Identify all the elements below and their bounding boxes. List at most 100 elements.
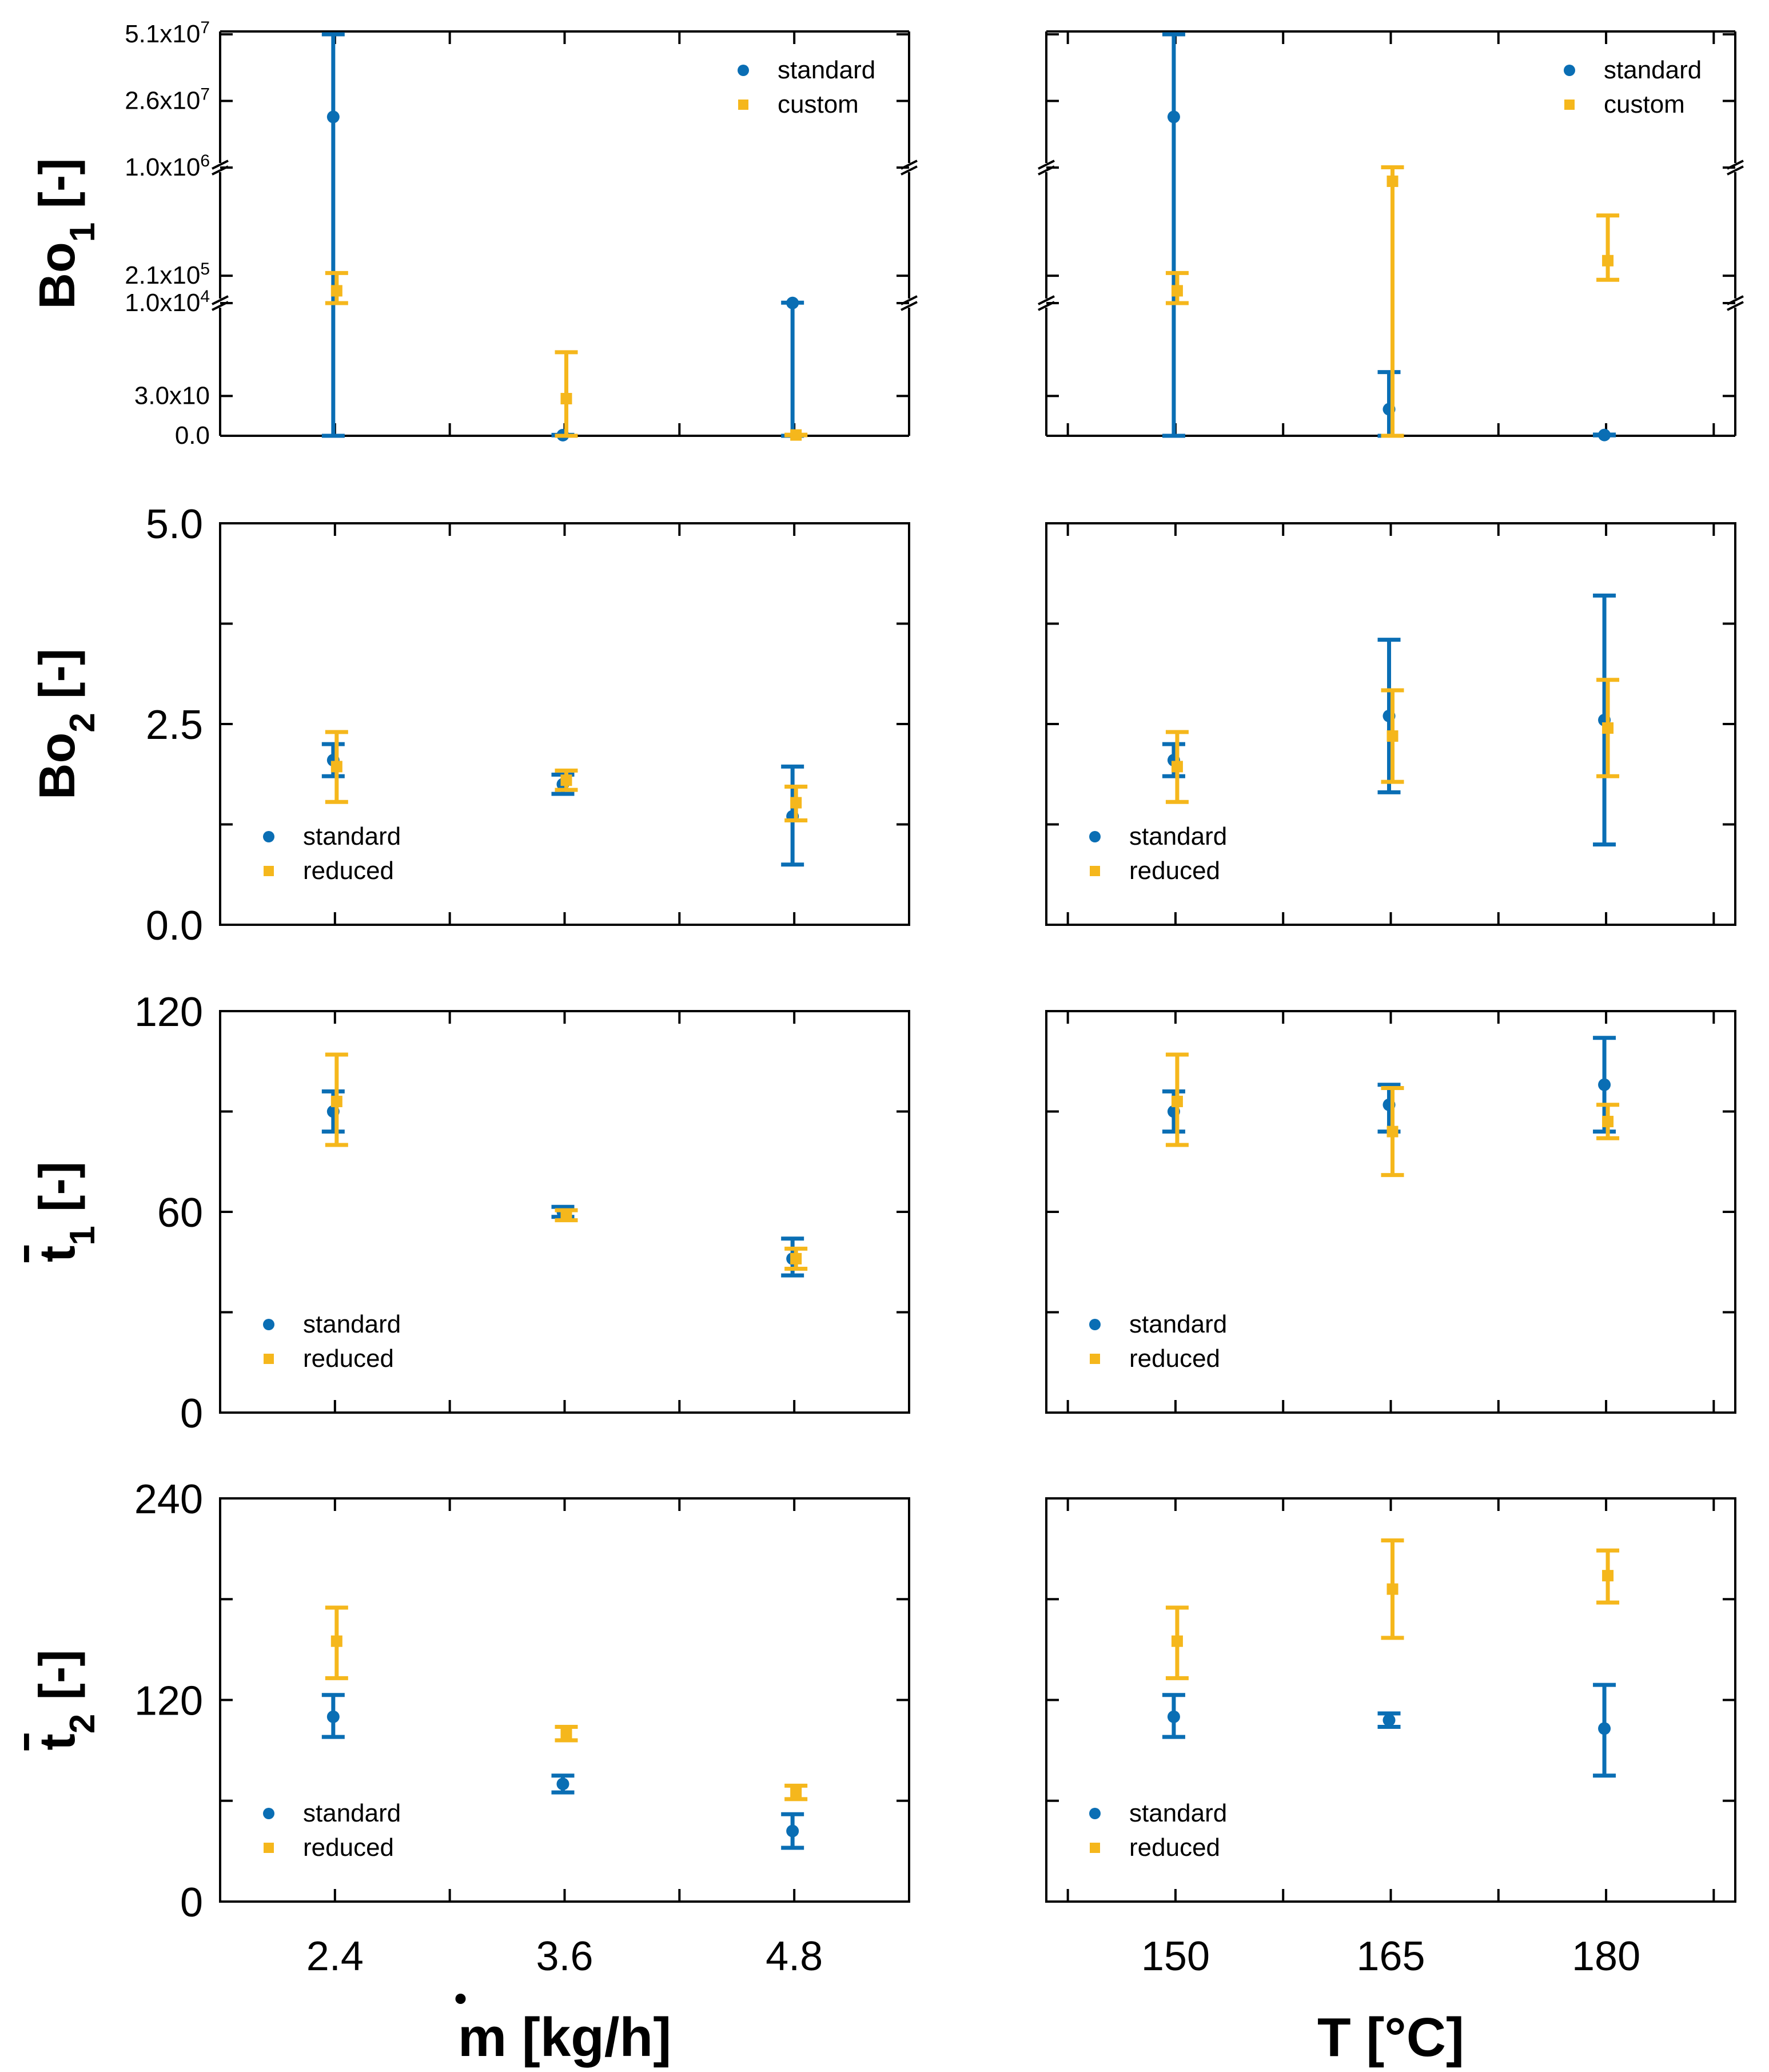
y-tick-label: 0.0 bbox=[146, 903, 203, 949]
legend-label-standard: standard bbox=[1604, 56, 1702, 84]
legend: standard reduced bbox=[263, 1799, 401, 1862]
data-point-reduced bbox=[1387, 730, 1399, 742]
data-point-standard bbox=[786, 297, 799, 309]
series-reduced bbox=[1166, 1055, 1619, 1175]
panel-t1-mdot: 0 60 120 standardreduced t1 [-] bbox=[29, 989, 909, 1437]
legend-marker-reduced bbox=[1090, 1354, 1100, 1364]
x-tick-label: 150 bbox=[1141, 1934, 1210, 1979]
legend-marker-custom bbox=[1564, 100, 1575, 110]
data-point-standard bbox=[1598, 1079, 1611, 1091]
data-point-standard bbox=[327, 110, 340, 123]
legend: standard reduced bbox=[263, 822, 401, 885]
series-reduced bbox=[325, 1608, 807, 1799]
legend: standard reduced bbox=[1089, 822, 1227, 885]
y-tick-label: 240 bbox=[134, 1477, 203, 1522]
series-standard bbox=[322, 34, 804, 442]
x-tick-label: 2.4 bbox=[306, 1934, 364, 1979]
y-tick-label: 5.1x107 bbox=[125, 18, 210, 49]
y-tick-label: 5.0 bbox=[146, 502, 203, 547]
y-tick-label: 120 bbox=[134, 1679, 203, 1724]
y-tick-label: 120 bbox=[134, 989, 203, 1035]
legend-label-standard: standard bbox=[303, 1799, 401, 1827]
data-point-standard bbox=[1168, 110, 1180, 123]
data-point-custom bbox=[1172, 285, 1183, 296]
x-axis-label-dot bbox=[456, 1994, 466, 2004]
legend: standard custom bbox=[1564, 56, 1702, 118]
panel-bo1-temp: standard custom bbox=[1038, 31, 1743, 442]
legend: standard reduced bbox=[1089, 1799, 1227, 1862]
y-tick-label: 0 bbox=[180, 1391, 203, 1437]
series-standard bbox=[1162, 34, 1616, 442]
y-tick-label: 60 bbox=[157, 1190, 203, 1236]
legend-label-reduced: reduced bbox=[303, 857, 394, 885]
y-tick-label: 1.0x104 bbox=[125, 287, 210, 317]
x-tick-label: 3.6 bbox=[536, 1934, 593, 1979]
x-tick-label: 4.8 bbox=[766, 1934, 823, 1979]
legend-marker-custom bbox=[738, 100, 748, 110]
legend-marker-standard bbox=[263, 1808, 274, 1819]
series-custom bbox=[325, 273, 807, 440]
data-point-standard bbox=[1598, 1722, 1611, 1735]
panel-t2-temp: 150 165 180 standard reduced T [°C] bbox=[1046, 1498, 1735, 2068]
legend-label-custom: custom bbox=[778, 90, 859, 118]
data-point-custom bbox=[1602, 255, 1613, 267]
data-point-reduced bbox=[1387, 1584, 1399, 1595]
series-reduced bbox=[1166, 1540, 1619, 1678]
x-axis-label: T [°C] bbox=[1317, 2007, 1464, 2068]
legend-label-standard: standard bbox=[303, 1310, 401, 1338]
data-point-reduced bbox=[790, 1787, 802, 1798]
y-axis-label: t2 [-] bbox=[29, 1649, 102, 1750]
data-point-standard bbox=[327, 1711, 340, 1723]
legend-marker-reduced bbox=[1090, 1843, 1100, 1853]
x-tick-label: 165 bbox=[1356, 1934, 1425, 1979]
data-point-reduced bbox=[1172, 761, 1183, 772]
legend-marker-standard bbox=[1089, 1808, 1101, 1819]
series-custom bbox=[1166, 168, 1619, 436]
legend-marker-standard bbox=[263, 831, 274, 842]
legend-label-standard: standard bbox=[1129, 1310, 1227, 1338]
y-axis-label: Bo2 [-] bbox=[29, 649, 102, 800]
y-tick-label: 2.1x105 bbox=[125, 260, 210, 290]
y-tick-label: 0 bbox=[180, 1880, 203, 1926]
data-point-reduced bbox=[331, 761, 342, 772]
x-tick-label: 180 bbox=[1572, 1934, 1640, 1979]
data-point-reduced bbox=[1602, 1116, 1613, 1127]
legend-marker-standard bbox=[1089, 1319, 1101, 1330]
y-axis-label: t1 [-] bbox=[29, 1162, 102, 1262]
data-point-custom bbox=[561, 393, 572, 404]
data-point-reduced bbox=[1602, 1570, 1613, 1581]
legend-label-standard: standard bbox=[1129, 822, 1227, 850]
data-point-reduced bbox=[790, 1253, 802, 1264]
legend-marker-standard bbox=[1564, 65, 1575, 76]
legend-label-standard: standard bbox=[778, 56, 875, 84]
legend-label-reduced: reduced bbox=[1129, 857, 1220, 885]
legend-label-standard: standard bbox=[1129, 1799, 1227, 1827]
series-reduced bbox=[325, 1055, 807, 1268]
data-point-custom bbox=[790, 429, 802, 441]
data-point-reduced bbox=[331, 1636, 342, 1647]
series-standard bbox=[1162, 1038, 1616, 1132]
legend: standard reduced bbox=[1089, 1310, 1227, 1373]
y-tick-label: 0.0 bbox=[175, 421, 210, 450]
legend-marker-standard bbox=[738, 65, 749, 76]
data-point-standard bbox=[1383, 1714, 1396, 1727]
legend-marker-standard bbox=[263, 1319, 274, 1330]
series-reduced bbox=[325, 732, 807, 820]
y-tick-label: 3.0x10 bbox=[134, 381, 210, 409]
data-point-standard bbox=[557, 1777, 569, 1790]
data-point-custom bbox=[1387, 176, 1399, 187]
data-point-reduced bbox=[1172, 1096, 1183, 1107]
data-point-standard bbox=[1598, 429, 1611, 442]
data-point-reduced bbox=[561, 1728, 572, 1739]
data-point-standard bbox=[1168, 1711, 1180, 1723]
series-standard bbox=[1162, 595, 1616, 844]
series-standard bbox=[322, 1091, 804, 1275]
legend: standard reduced bbox=[263, 1310, 401, 1373]
legend-label-reduced: reduced bbox=[1129, 1834, 1220, 1862]
legend-marker-reduced bbox=[264, 866, 274, 876]
y-tick-label: 1.0x106 bbox=[125, 152, 210, 182]
y-tick-label: 2.5 bbox=[146, 702, 203, 748]
legend-marker-standard bbox=[1089, 831, 1101, 842]
data-point-custom bbox=[331, 285, 342, 296]
